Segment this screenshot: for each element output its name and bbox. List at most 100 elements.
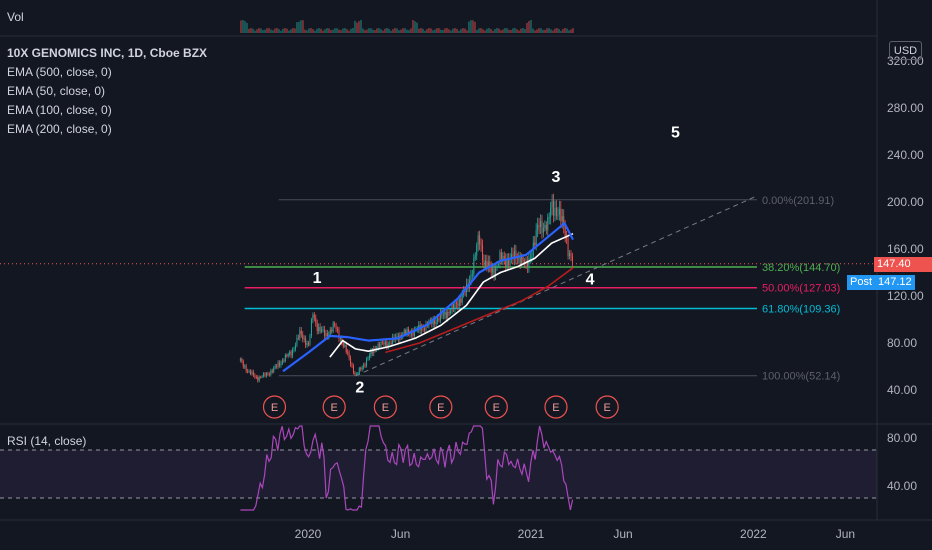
earnings-marker[interactable]: E	[595, 395, 619, 419]
fib-level-label: 0.00%(201.91)	[762, 195, 834, 207]
price-axis-tick-label: 280.00	[887, 101, 924, 115]
volume-bar	[280, 30, 282, 33]
volume-bar	[572, 28, 574, 33]
volume-bar	[456, 28, 458, 33]
volume-bar	[488, 28, 490, 33]
candle	[357, 372, 359, 375]
legend: 10X GENOMICS INC, 1D, Cboe BZX EMA (500,…	[7, 44, 207, 139]
price-axis-tick-label: 80.00	[887, 336, 917, 350]
time-axis-tick-label: 2021	[518, 527, 545, 541]
candle	[380, 340, 382, 349]
candle	[448, 308, 450, 317]
earnings-marker[interactable]: E	[484, 395, 508, 419]
volume-bar	[544, 29, 546, 33]
time-axis-tick-label: Jun	[836, 527, 855, 541]
candle	[413, 326, 415, 339]
candle	[308, 340, 310, 347]
candle	[364, 362, 366, 368]
candle	[293, 346, 295, 353]
candle	[551, 194, 553, 216]
earnings-marker-label: E	[603, 402, 610, 414]
volume-bar	[558, 28, 560, 33]
candle	[519, 251, 521, 269]
candle	[289, 350, 291, 357]
candle	[264, 372, 266, 378]
volume-bar	[466, 30, 468, 33]
candle	[315, 314, 317, 327]
volume-bar	[416, 22, 418, 33]
volume-bar	[366, 29, 368, 33]
candle	[569, 249, 571, 260]
candle	[244, 364, 246, 369]
volume-bar	[414, 21, 416, 33]
indicator-ema-200[interactable]: EMA (200, close, 0)	[7, 122, 112, 136]
candle	[267, 371, 269, 377]
candle	[548, 212, 550, 225]
candle	[457, 300, 459, 311]
volume-bar	[484, 30, 486, 33]
candle	[489, 255, 491, 273]
currency-button[interactable]: USD	[889, 41, 922, 60]
volume-bar	[268, 28, 270, 33]
earnings-marker-label: E	[437, 402, 444, 414]
candle	[274, 363, 276, 370]
candle	[239, 357, 241, 363]
candle	[435, 318, 437, 328]
volume-bar	[482, 29, 484, 33]
candle	[354, 371, 356, 376]
earnings-marker[interactable]: E	[429, 395, 453, 419]
volume-bar	[364, 30, 366, 33]
candle	[390, 340, 392, 346]
volume-bar	[320, 28, 322, 33]
volume-bar	[332, 29, 334, 33]
candle	[286, 353, 288, 358]
volume-bar	[240, 20, 242, 33]
symbol-title[interactable]: 10X GENOMICS INC, 1D, Cboe BZX	[7, 46, 208, 60]
candle	[350, 355, 352, 368]
volume-bar	[286, 28, 288, 33]
indicator-ema-100[interactable]: EMA (100, close, 0)	[7, 103, 112, 117]
candle	[309, 333, 311, 347]
volume-bar	[522, 28, 524, 33]
indicator-ema-500[interactable]: EMA (500, close, 0)	[7, 65, 112, 79]
candle	[366, 357, 368, 368]
candle	[367, 356, 369, 361]
candle	[270, 368, 272, 377]
earnings-marker[interactable]: E	[373, 395, 397, 419]
earnings-marker[interactable]: E	[544, 395, 568, 419]
volume-bar	[402, 28, 404, 33]
volume-bar	[406, 29, 408, 33]
volume-bar	[350, 28, 352, 33]
volume-bar	[278, 29, 280, 33]
candle	[515, 244, 517, 265]
volume-bar	[470, 20, 472, 33]
candle	[566, 230, 568, 244]
earnings-marker[interactable]: E	[322, 395, 346, 419]
candle	[482, 239, 484, 266]
volume-bar	[324, 29, 326, 33]
volume-bar	[462, 28, 464, 33]
earnings-marker[interactable]: E	[262, 395, 287, 419]
volume-bar	[496, 28, 498, 33]
rsi-pane-label[interactable]: RSI (14, close)	[7, 434, 87, 448]
volume-bar	[486, 28, 488, 33]
candle	[352, 363, 354, 375]
volume-bar	[554, 28, 556, 33]
volume-bar	[344, 28, 346, 33]
volume-bar	[248, 28, 250, 33]
candle	[287, 352, 289, 359]
candle	[560, 200, 562, 229]
candle	[450, 308, 452, 316]
candle	[303, 335, 305, 343]
volume-bar	[274, 28, 276, 33]
volume-bar	[532, 28, 534, 33]
indicator-ema-50[interactable]: EMA (50, close, 0)	[7, 84, 106, 98]
volume-bar	[504, 28, 506, 33]
candle	[499, 249, 501, 269]
volume-pane-label: Vol	[7, 10, 24, 24]
candle	[479, 230, 481, 251]
volume-bar	[458, 30, 460, 33]
volume-bar	[472, 20, 474, 33]
volume-bar	[560, 30, 562, 33]
